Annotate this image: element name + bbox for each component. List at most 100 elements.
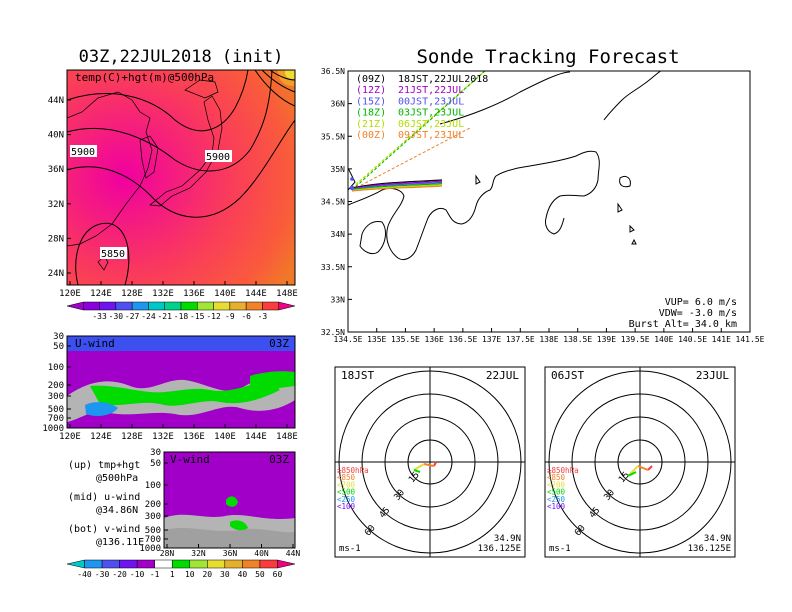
upper-map-overlay: [67, 70, 295, 285]
launch-point: [349, 185, 355, 191]
lat-tick-label: 28N: [160, 549, 175, 558]
u-wind-label: U-wind: [75, 337, 115, 350]
lat-tick-label: 24N: [48, 269, 64, 279]
pressure-tick-label: 300: [48, 392, 64, 402]
lon-tick-label: 139E: [597, 335, 616, 344]
lon-tick-label: 137E: [482, 335, 501, 344]
upper-axis-ticks: 44N 40N 36N 32N 28N 24N 120E 124E 128E 132E 136E 14…: [48, 96, 298, 299]
colorbar-tick-label: -21: [157, 312, 172, 321]
track-map-axis-ticks: 36.5N 36N 35.5N 35N 34.5N 34N 33.5N 33N 32.5N134…: [321, 67, 765, 344]
pressure-tick-label: 30: [53, 332, 64, 342]
wind-trace: [627, 471, 637, 477]
colorbar-swatch: [66, 301, 84, 311]
legend-mid: (mid) u-wind: [68, 492, 140, 503]
track-line: [351, 180, 443, 190]
colorbar-tick-label: -33: [92, 312, 107, 321]
lon-tick-label: 134.5E: [334, 335, 363, 344]
level-legend-item: <850: [547, 473, 566, 482]
lon-tick-label: 144E: [245, 432, 267, 442]
v-wind-overlay: [164, 496, 295, 548]
level-legend-item: <250: [547, 495, 566, 504]
level-legend-item: <850: [337, 473, 356, 482]
lon-tick-label: 138E: [539, 335, 558, 344]
height-contour: [67, 119, 295, 218]
colorbar-swatch: [197, 301, 214, 311]
track-line: [351, 185, 443, 192]
pressure-tick-label: 50: [53, 342, 64, 352]
wind-trace: [647, 465, 653, 471]
legend-up: (up) tmp+hgt: [68, 460, 140, 471]
burst-altitude: Burst Alt= 34.0 km: [629, 319, 737, 330]
track-line: [351, 71, 486, 191]
colorbar-tick-label: -30: [95, 570, 110, 579]
colorbar-tick-label: -3: [258, 312, 268, 321]
lon-tick-label: 136E: [425, 335, 444, 344]
right-title: Sonde Tracking Forecast: [416, 46, 679, 68]
contour-label: 5900: [71, 147, 95, 158]
lon-tick-label: 140.5E: [678, 335, 707, 344]
island: [629, 224, 635, 233]
lon-tick-label: 136E: [183, 432, 205, 442]
pressure-tick-label: 500: [48, 405, 64, 415]
lon-tick-label: 124E: [90, 432, 112, 442]
level-legend-item: ≥850hPa: [547, 466, 579, 475]
v-wind-green-zone: [230, 520, 248, 531]
lat-tick-label: 32N: [191, 549, 206, 558]
lon-tick-label: 128E: [121, 289, 143, 299]
lat-tick-label: 34.5N: [321, 198, 345, 207]
track-map-bg: [348, 71, 750, 332]
pressure-tick-label: 100: [48, 363, 64, 373]
wind-trace: [413, 469, 421, 473]
coastline-hokkaido: [184, 79, 219, 99]
pressure-tick-label: 200: [145, 500, 161, 510]
height-contour-5900: [67, 70, 273, 172]
colorbar-tick-label: -10: [130, 570, 145, 579]
pressure-tick-label: 30: [150, 448, 161, 458]
upper-frame: [66, 69, 296, 286]
hodograph-unit: ms-1: [549, 544, 571, 554]
lon-tick-label: 141.5E: [736, 335, 765, 344]
v-wind-gray-zone: [164, 528, 295, 548]
coastline-japan: [149, 95, 223, 207]
level-legend-item: <500: [337, 488, 356, 497]
colorbar-tick-label: -15: [190, 312, 205, 321]
colorbar-tick-label: -20: [112, 570, 127, 579]
hodograph-unit: ms-1: [339, 544, 361, 554]
left-legend: (up) tmp+hgt @500hPa (mid) u-wind @34.86…: [68, 460, 144, 548]
hodograph-lon: 136.125E: [478, 544, 521, 554]
wind-colorbar: -40 -30 -20 -10 -1 1 10 20 30 40 50 60: [66, 559, 296, 579]
colorbar-swatch: [101, 559, 120, 569]
track-line: [351, 181, 443, 190]
v-wind-time: 03Z: [269, 453, 289, 466]
lon-tick-label: 135.5E: [391, 335, 420, 344]
colorbar-tick-label: -27: [125, 312, 140, 321]
island: [617, 202, 623, 213]
wind-trace: [433, 461, 437, 467]
launch-code: (12Z): [356, 85, 386, 96]
contour-label: 5900: [206, 152, 230, 163]
lat-tick-label: 35.5N: [321, 132, 345, 141]
lon-tick-label: 141E: [712, 335, 731, 344]
hodograph-time: 18JST: [341, 369, 374, 382]
colorbar-tick-label: -9: [225, 312, 235, 321]
left-title: 03Z,22JUL2018 (init): [79, 47, 284, 67]
colorbar-swatch: [207, 559, 226, 569]
colorbar-swatch: [131, 301, 149, 311]
v-wind-green-zone: [226, 496, 238, 507]
height-contour: [67, 70, 249, 132]
colorbar-tick-label: 20: [202, 570, 212, 579]
height-contour-5850: [75, 222, 130, 285]
coastline-north: [439, 71, 571, 125]
launch-time: 06JST,23JUL: [398, 119, 464, 130]
height-contour: [269, 70, 295, 81]
u-wind-green-zone: [90, 380, 280, 406]
level-legend-item: ≥850hPa: [337, 466, 369, 475]
level-legend-item: <700: [337, 480, 356, 489]
v-wind-label: V-wind: [170, 453, 210, 466]
pressure-tick-label: 50: [150, 459, 161, 469]
colorbar-tick-label: -1: [150, 570, 160, 579]
u-wind-blue-zone: [85, 402, 118, 416]
